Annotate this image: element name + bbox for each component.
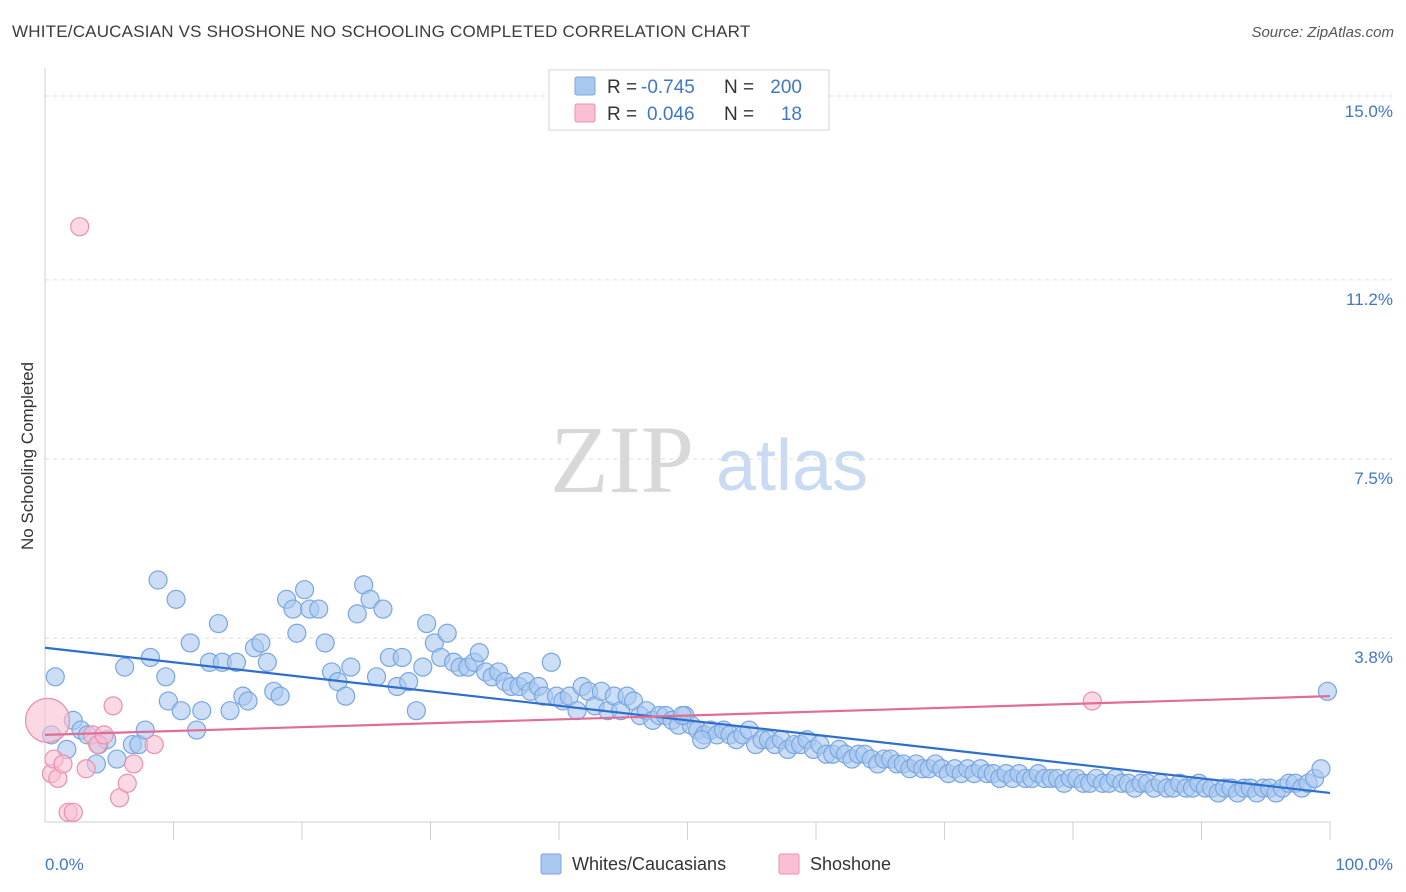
data-point-whites (309, 599, 329, 619)
data-point-whites (360, 589, 380, 609)
data-point-shoshone (94, 725, 114, 745)
y-axis-label: No Schooling Completed (18, 362, 37, 550)
data-point-shoshone (63, 802, 83, 822)
legend-n-value: 18 (781, 104, 802, 125)
legend-r-value: -0.745 (641, 77, 695, 98)
data-point-whites (1311, 759, 1331, 779)
data-point-whites (208, 613, 229, 634)
data-point-whites (373, 599, 393, 619)
data-point-whites (294, 580, 315, 600)
bottom-legend-swatch-whites (540, 853, 562, 875)
chart-title: WHITE/CAUCASIAN VS SHOSHONE NO SCHOOLING… (12, 22, 751, 41)
trend-line-shoshone (44, 695, 1331, 736)
trend-line-whites (44, 646, 1331, 795)
data-point-whites (315, 633, 335, 653)
data-point-whites (692, 730, 712, 750)
trend-lines (44, 646, 1331, 795)
y-tick-label: 15.0% (1345, 102, 1393, 121)
data-point-shoshone (70, 217, 90, 237)
data-point-whites (135, 720, 155, 740)
data-point-whites (413, 657, 433, 677)
series-whites-points (41, 570, 1338, 803)
bottom-legend-swatch-shoshone (778, 853, 800, 875)
data-point-whites (1317, 681, 1338, 701)
source-label: Source: ZipAtlas.com (1251, 24, 1394, 41)
data-point-whites (417, 613, 437, 634)
data-point-whites (257, 652, 277, 672)
tick-labels: 3.8% 7.5% 11.2% 15.0% 0.0% 100.0% (45, 102, 1393, 874)
data-point-whites (45, 667, 65, 687)
gridlines (45, 95, 1392, 639)
data-point-whites (140, 647, 160, 668)
data-point-whites (541, 652, 561, 672)
legend-swatch-shoshone (574, 103, 596, 123)
y-tick-label: 3.8% (1354, 648, 1393, 667)
data-point-whites (166, 589, 186, 609)
watermark-atlas: atlas (716, 426, 868, 506)
data-point-whites (251, 633, 271, 653)
data-point-whites (115, 657, 135, 677)
data-point-whites (107, 749, 127, 769)
data-point-shoshone (76, 759, 96, 779)
top-legend: R = -0.745 N = 200 R = 0.046 N = 18 (548, 69, 830, 131)
data-point-whites (238, 691, 258, 711)
data-point-whites (283, 599, 303, 619)
data-point-shoshone (124, 754, 144, 774)
data-point-whites (341, 657, 361, 677)
data-point-whites (220, 701, 240, 721)
data-point-whites (156, 667, 176, 687)
x-tick-label-start: 0.0% (45, 855, 84, 874)
legend-n-value: 200 (770, 77, 802, 98)
data-point-whites (347, 604, 367, 624)
data-point-shoshone (117, 773, 137, 793)
data-point-whites (180, 633, 200, 653)
data-point-shoshone (144, 734, 164, 755)
data-point-whites (158, 691, 178, 711)
legend-r-label: R = (607, 77, 637, 98)
series-shoshone-points (24, 217, 1102, 822)
legend-r-value: 0.046 (647, 104, 695, 125)
legend-n-label: N = (724, 104, 754, 125)
y-tick-label: 7.5% (1354, 469, 1393, 488)
data-point-shoshone (1082, 691, 1102, 711)
data-point-whites (437, 623, 457, 643)
data-point-whites (287, 623, 307, 643)
data-point-whites (171, 701, 191, 721)
data-point-whites (148, 570, 168, 590)
data-point-whites (392, 647, 412, 668)
data-point-whites (270, 686, 290, 706)
data-point-whites (469, 642, 489, 663)
bottom-legend-label-shoshone: Shoshone (810, 854, 891, 874)
legend-r-label: R = (607, 104, 637, 125)
bottom-legend-label-whites: Whites/Caucasians (572, 854, 726, 874)
axes (44, 68, 1331, 840)
data-point-whites (399, 672, 419, 692)
legend-n-label: N = (724, 77, 754, 98)
x-tick-label-end: 100.0% (1335, 855, 1393, 874)
data-point-whites (366, 667, 387, 687)
data-point-shoshone (103, 696, 123, 716)
legend-swatch-whites (574, 76, 596, 96)
data-point-whites (567, 701, 587, 721)
data-point-whites (406, 701, 426, 721)
data-point-shoshone (53, 754, 73, 774)
data-point-whites (226, 652, 247, 672)
data-point-shoshone (24, 697, 71, 743)
y-tick-label: 11.2% (1346, 290, 1393, 309)
data-point-whites (192, 701, 212, 721)
data-point-whites (336, 686, 356, 706)
bottom-legend: Whites/Caucasians Shoshone (540, 853, 891, 875)
